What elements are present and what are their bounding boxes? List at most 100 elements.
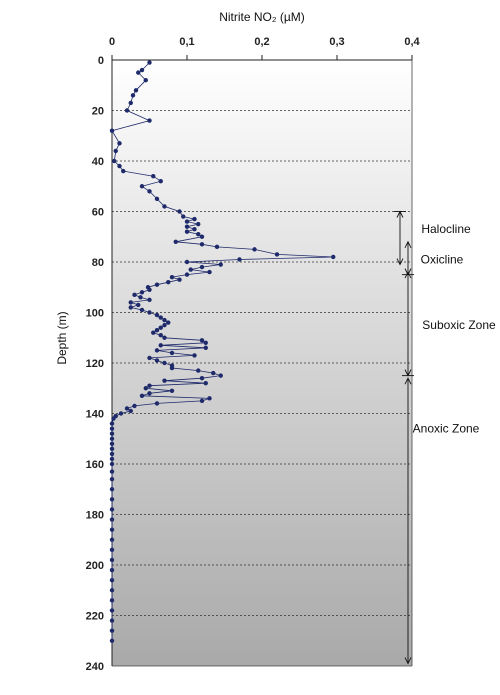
data-point xyxy=(196,221,201,227)
data-point xyxy=(139,290,145,295)
data-point xyxy=(109,638,115,643)
data-point xyxy=(203,340,208,345)
data-point xyxy=(184,272,190,277)
data-point xyxy=(218,262,223,267)
data-point xyxy=(147,310,152,315)
data-point xyxy=(158,343,163,348)
data-point xyxy=(139,184,145,189)
data-point xyxy=(143,386,148,391)
data-point xyxy=(199,375,205,381)
data-point xyxy=(199,264,205,270)
data-point xyxy=(109,598,115,603)
data-point xyxy=(118,411,124,416)
data-point xyxy=(109,441,115,446)
data-point xyxy=(109,436,115,441)
data-point xyxy=(192,216,197,222)
data-point xyxy=(130,93,136,98)
data-point xyxy=(139,67,145,73)
data-point xyxy=(128,100,133,106)
data-point xyxy=(109,469,115,474)
data-point xyxy=(199,242,205,247)
data-point xyxy=(147,391,152,396)
data-point xyxy=(143,78,148,83)
zone-label: Oxicline xyxy=(421,252,464,266)
zone-arrow-head-top xyxy=(404,240,412,249)
x-tick-label: 0,3 xyxy=(329,36,344,48)
data-point xyxy=(109,421,115,426)
data-point xyxy=(184,229,190,234)
data-point xyxy=(139,307,145,313)
y-tick-label: 40 xyxy=(92,156,104,168)
zone-label: Halocline xyxy=(421,222,471,236)
data-point xyxy=(112,158,117,164)
data-point xyxy=(162,322,167,328)
data-point xyxy=(109,507,115,512)
data-point xyxy=(128,305,133,310)
data-point xyxy=(154,282,160,287)
data-point xyxy=(158,325,163,330)
data-point xyxy=(192,226,197,232)
data-point xyxy=(158,315,163,320)
data-point xyxy=(136,302,141,308)
data-point xyxy=(109,608,115,613)
data-point xyxy=(162,335,167,340)
zone-arrow xyxy=(404,377,412,665)
data-point xyxy=(147,297,152,303)
data-point xyxy=(331,254,336,260)
zone-arrow-head-top xyxy=(404,377,412,385)
data-point xyxy=(184,259,190,265)
data-point xyxy=(109,588,115,593)
data-point xyxy=(166,280,171,285)
data-point xyxy=(109,557,115,563)
data-point xyxy=(121,168,126,174)
data-point xyxy=(109,451,115,457)
y-tick-label: 80 xyxy=(92,257,104,269)
data-point xyxy=(109,527,115,532)
zone-annotations: Halocline Oxicline Suboxic Zone Anoxic Zone xyxy=(394,210,496,665)
data-point xyxy=(109,628,115,633)
data-point xyxy=(109,426,115,431)
data-point xyxy=(138,295,143,300)
data-point xyxy=(252,247,257,252)
y-tick-label: 240 xyxy=(86,661,104,673)
data-point xyxy=(196,368,201,373)
data-series xyxy=(109,60,336,643)
data-point xyxy=(109,577,115,583)
data-point xyxy=(188,267,193,272)
y-tick-label: 60 xyxy=(92,207,104,219)
x-tick-label: 0,2 xyxy=(254,36,269,48)
data-point xyxy=(113,148,118,154)
data-point xyxy=(199,234,205,239)
data-point xyxy=(139,393,145,399)
data-point xyxy=(117,141,122,146)
data-point xyxy=(128,408,133,414)
data-point xyxy=(154,312,160,318)
data-point xyxy=(162,360,167,366)
data-point xyxy=(162,317,167,323)
data-point xyxy=(136,70,141,75)
data-point xyxy=(169,365,175,371)
data-point xyxy=(211,370,216,376)
data-point xyxy=(154,327,160,333)
data-point xyxy=(109,446,115,452)
data-point xyxy=(147,383,152,388)
data-point xyxy=(109,537,115,542)
y-tick-label: 100 xyxy=(86,308,104,320)
data-point xyxy=(109,431,115,436)
x-tick-label: 0,4 xyxy=(404,36,420,48)
data-point xyxy=(124,108,130,113)
data-point xyxy=(154,401,160,406)
data-point xyxy=(203,345,208,351)
data-point xyxy=(132,292,137,298)
y-tick-label: 160 xyxy=(86,459,104,471)
data-point xyxy=(154,358,160,363)
y-tick-label: 220 xyxy=(86,611,104,623)
data-point xyxy=(117,163,122,169)
y-tick-label: 0 xyxy=(98,55,104,67)
data-point xyxy=(147,118,152,123)
y-axis-label: Depth (m) xyxy=(55,311,69,364)
data-point xyxy=(133,88,139,93)
data-point xyxy=(154,348,160,353)
data-point xyxy=(203,381,208,386)
data-point xyxy=(109,456,115,462)
